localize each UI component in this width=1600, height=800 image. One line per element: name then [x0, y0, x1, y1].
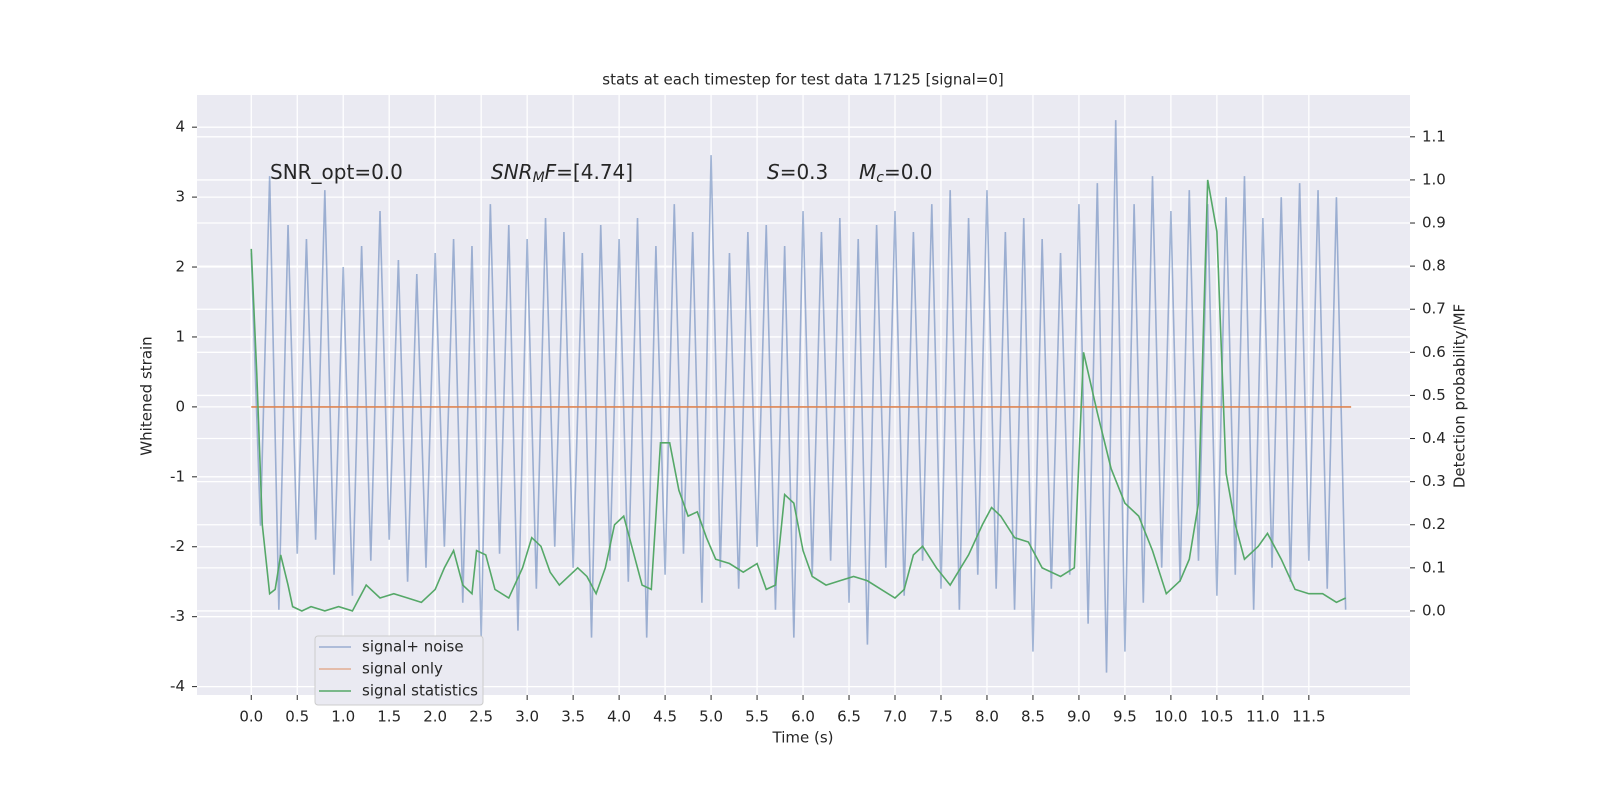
- x-tick-label: 5.0: [699, 708, 723, 726]
- x-tick-label: 3.0: [515, 708, 539, 726]
- annotation: SNRMF=[4.74]: [491, 160, 633, 187]
- x-tick-label: 8.0: [975, 708, 999, 726]
- y2-tick-label: 0.7: [1422, 300, 1446, 318]
- x-tick-label: 0.0: [239, 708, 263, 726]
- annotation: Mc=0.0: [859, 160, 933, 187]
- legend-label: signal+ noise: [362, 638, 464, 656]
- y-axis-label: Whitened strain: [138, 336, 156, 455]
- x-tick-label: 8.5: [1021, 708, 1045, 726]
- annotation-part: =0.0: [884, 160, 933, 184]
- series-line: [250, 179, 1346, 612]
- legend-box: [314, 635, 484, 706]
- annotation-part: F: [545, 160, 557, 184]
- y2-tick-label: 0.0: [1422, 601, 1446, 619]
- y-tick-label: 3: [175, 188, 185, 206]
- y2-tick-label: 1.1: [1422, 127, 1446, 145]
- ticks: 0.0 0.5 1.0 1.5 2.0 2.5 3.0 3.5 4.0 4.5 5.0 5.5 6.0 6…: [170, 118, 1446, 726]
- x-tick-label: 4.5: [653, 708, 677, 726]
- plot-lines: [250, 120, 1352, 673]
- x-tick-label: 0.5: [285, 708, 309, 726]
- annotation-part: SNR_opt=0.0: [270, 160, 403, 184]
- y2-tick-label: 0.9: [1422, 214, 1446, 232]
- legend-label: signal only: [362, 660, 443, 678]
- y-tick-label: 0: [175, 397, 185, 415]
- annotation-part: M: [533, 170, 545, 186]
- x-axis-label: Time (s): [772, 729, 834, 747]
- x-tick-label: 2.5: [469, 708, 493, 726]
- x-tick-label: 10.0: [1154, 708, 1187, 726]
- x-tick-label: 9.0: [1067, 708, 1091, 726]
- annotation: S=0.3: [767, 160, 828, 184]
- y2-tick-label: 0.5: [1422, 386, 1446, 404]
- y-tick-label: -1: [170, 467, 185, 485]
- x-tick-label: 11.5: [1292, 708, 1325, 726]
- x-tick-label: 11.0: [1246, 708, 1279, 726]
- x-tick-label: 1.0: [331, 708, 355, 726]
- y2-tick-label: 0.8: [1422, 257, 1446, 275]
- x-tick-label: 3.5: [561, 708, 585, 726]
- x-tick-label: 1.5: [377, 708, 401, 726]
- annotation-part: c: [876, 170, 884, 186]
- x-tick-label: 6.5: [837, 708, 861, 726]
- annotation-part: S: [767, 160, 780, 184]
- y2-tick-label: 0.2: [1422, 515, 1446, 533]
- y-tick-label: 2: [175, 258, 185, 276]
- y-tick-label: -3: [170, 607, 185, 625]
- x-tick-label: 2.0: [423, 708, 447, 726]
- annotation-part: M: [859, 160, 876, 184]
- y2-tick-label: 0.1: [1422, 558, 1446, 576]
- y2-axis-label: Detection probability/MF: [1451, 304, 1469, 488]
- y2-tick-label: 0.6: [1422, 343, 1446, 361]
- legend-label: signal statistics: [362, 682, 478, 700]
- series-line: [250, 120, 1347, 673]
- y2-tick-label: 0.3: [1422, 472, 1446, 490]
- chart-title: stats at each timestep for test data 171…: [602, 71, 1003, 89]
- y2-tick-label: 1.0: [1422, 170, 1446, 188]
- y-tick-label: -4: [170, 677, 185, 695]
- annotation-part: SNR: [491, 160, 533, 184]
- x-tick-label: 7.0: [883, 708, 907, 726]
- y2-tick-label: 0.4: [1422, 429, 1446, 447]
- y-tick-label: 1: [175, 327, 185, 345]
- annotation-part: =[4.74]: [556, 160, 633, 184]
- x-tick-label: 4.0: [607, 708, 631, 726]
- y-tick-label: 4: [175, 118, 185, 136]
- x-tick-label: 10.5: [1200, 708, 1233, 726]
- x-tick-label: 5.5: [745, 708, 769, 726]
- y-tick-label: -2: [170, 537, 185, 555]
- x-tick-label: 6.0: [791, 708, 815, 726]
- annotation-part: =0.3: [780, 160, 829, 184]
- x-tick-label: 7.5: [929, 708, 953, 726]
- annotation: SNR_opt=0.0: [270, 160, 403, 184]
- x-tick-label: 9.5: [1113, 708, 1137, 726]
